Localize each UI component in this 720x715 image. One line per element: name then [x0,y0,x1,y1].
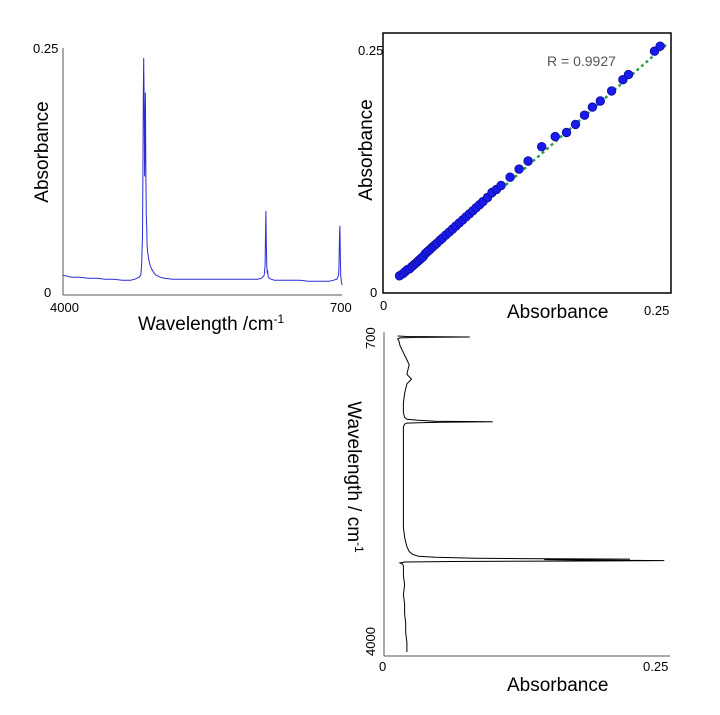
scatter-point [655,41,665,51]
scatter-point [606,86,617,96]
correlation-y-axis-title: Absorbance [356,99,377,200]
correlation-x-axis-title: Absorbance [507,302,608,323]
rotated-series-line [396,335,665,652]
rotated-y-tick-top: 700 [363,327,378,349]
scatter-point [514,164,524,174]
correlation-y-tick-bottom: 0 [370,285,377,300]
correlation-annotation: R = 0.9927 [547,53,616,69]
correlation-plot-frame [382,32,672,294]
rotated-x-tick-right: 0.25 [643,659,668,674]
spectrum-y-tick-top: 0.25 [33,41,58,56]
scatter-point [623,69,634,80]
correlation-panel: R = 0.9927 0.25 0 0 0.25 Absorbance Abso… [356,32,672,323]
spectrum-y-tick-bottom: 0 [44,285,51,300]
spectrum-x-axis-title-sup: -1 [274,312,285,326]
correlation-y-tick-top: 0.25 [358,43,383,58]
scatter-point [496,180,506,191]
spectrum-series-line [62,57,343,286]
scatter-point [579,110,590,120]
spectrum-x-tick-left: 4000 [50,300,79,315]
rotated-x-tick-left: 0 [379,659,386,674]
correlation-x-tick-right: 0.25 [644,303,669,318]
scatter-point [537,141,547,152]
rotated-spectrum-panel: 700 4000 0 0.25 Wavelength / cm-1 Absorb… [343,327,670,696]
rotated-y-axis-title-main: Wavelength / cm [343,401,364,542]
scatter-points [394,41,665,281]
spectrum-x-axis-title: Wavelength /cm-1 [138,312,285,335]
scatter-point [595,96,606,106]
scatter-point [550,131,560,142]
rotated-y-axis-title: Wavelength / cm-1 [343,401,366,553]
scatter-point [561,127,572,138]
correlation-x-tick-left: 0 [380,298,387,313]
spectrum-y-axis-title: Absorbance [32,101,53,202]
scatter-point [587,102,598,112]
scatter-point [570,119,581,130]
scatter-point [523,156,533,166]
spectrum-panel: 0.25 0 4000 700 Absorbance Wavelength /c… [32,41,352,335]
scatter-point [505,172,515,182]
rotated-y-axis-title-sup: -1 [352,542,366,553]
spectrum-x-axis-title-main: Wavelength /cm [138,314,274,335]
spectrum-x-tick-right: 700 [330,300,352,315]
rotated-y-tick-bottom: 4000 [363,627,378,656]
rotated-x-axis-title: Absorbance [507,675,608,696]
